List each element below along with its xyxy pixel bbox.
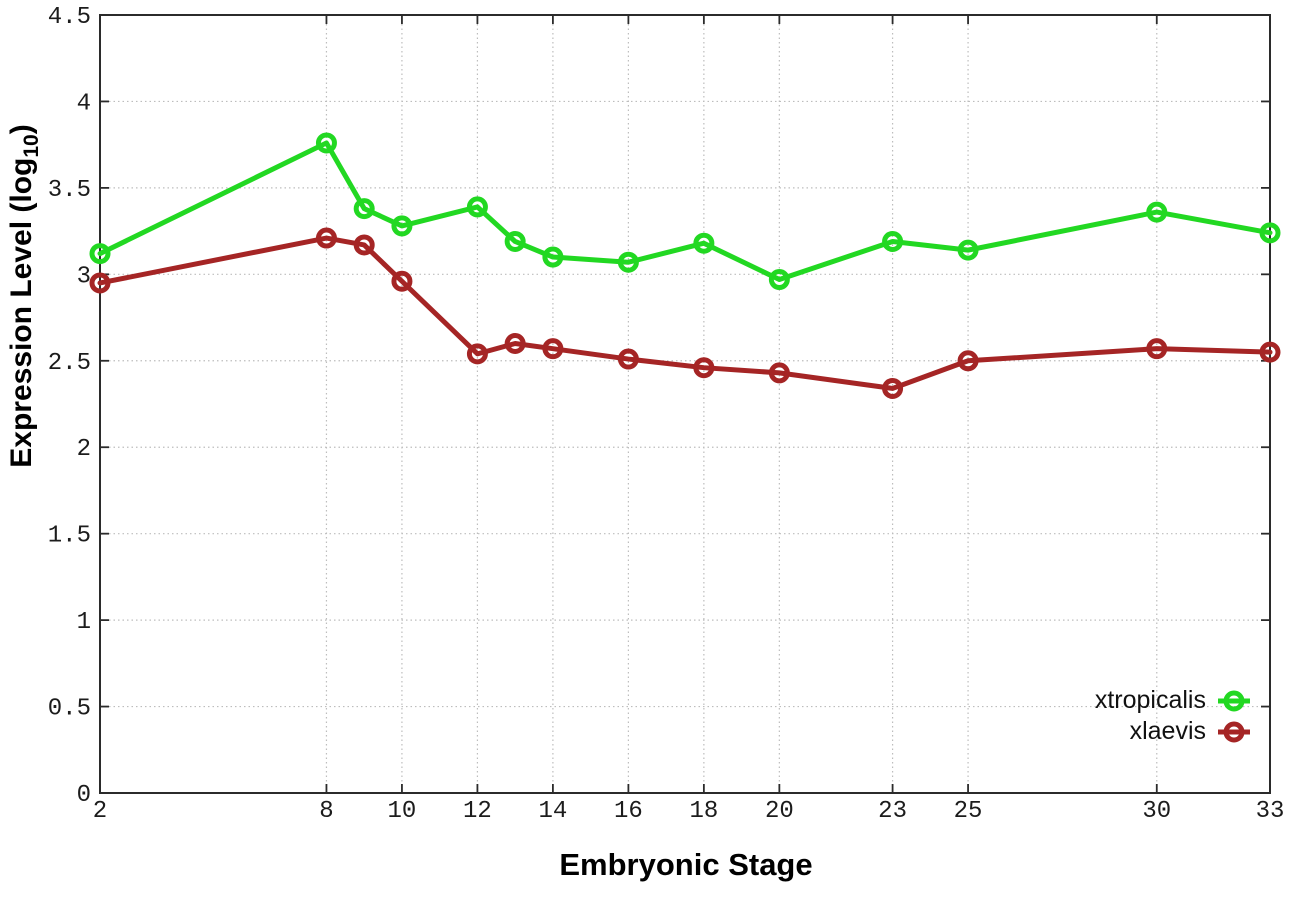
y-tick-label: 3: [77, 263, 91, 290]
data-point-xtropicalis: [353, 198, 375, 220]
x-tick-label: 8: [319, 798, 333, 825]
y-tick-label: 2.5: [48, 350, 91, 377]
data-point-xtropicalis: [693, 232, 715, 254]
series-line-xtropicalis: [97, 140, 1273, 283]
legend-row-xlaevis: xlaevis: [1095, 716, 1253, 747]
legend-label-xtropicalis: xtropicalis: [1094, 686, 1206, 714]
data-point-xtropicalis: [391, 215, 413, 237]
data-point-xlaevis: [1259, 341, 1281, 363]
x-tick-label: 2: [93, 798, 107, 825]
data-point-xtropicalis: [617, 251, 639, 273]
data-point-xtropicalis: [768, 269, 790, 291]
data-point-xlaevis: [315, 227, 337, 249]
data-point-xlaevis: [617, 348, 639, 370]
data-point-xtropicalis: [89, 243, 111, 265]
x-tick-label: 30: [1142, 798, 1171, 825]
data-point-xlaevis: [768, 362, 790, 384]
data-point-xtropicalis: [882, 230, 904, 252]
plot-border: [99, 14, 1271, 794]
x-tick-label: 16: [614, 798, 643, 825]
x-tick-label: 12: [463, 798, 492, 825]
x-tick-label: 33: [1256, 798, 1285, 825]
x-tick-label: 25: [954, 798, 983, 825]
y-axis-title: Expression Level (log10): [5, 0, 49, 596]
legend-marker-xtropicalis-icon: [1218, 690, 1250, 711]
x-tick-label: 14: [538, 798, 567, 825]
data-point-xlaevis: [957, 350, 979, 372]
data-point-xtropicalis: [466, 196, 488, 218]
x-tick-label: 18: [689, 798, 718, 825]
y-tick-label: 2: [77, 436, 91, 463]
y-tick-label: 3.5: [48, 177, 91, 204]
x-tick-label: 20: [765, 798, 794, 825]
legend-marker-xlaevis-icon: [1218, 721, 1250, 742]
series-line-xlaevis: [97, 235, 1273, 391]
y-tick-label: 0: [77, 782, 91, 809]
data-point-xlaevis: [542, 338, 564, 360]
legend-label-xlaevis: xlaevis: [1129, 717, 1206, 745]
y-tick-label: 4: [77, 90, 91, 117]
y-tick-label: 4.5: [48, 4, 91, 31]
y-tick-label: 1: [77, 609, 91, 636]
data-point-xtropicalis: [1259, 222, 1281, 244]
data-point-xlaevis: [391, 270, 413, 292]
data-point-xlaevis: [466, 343, 488, 365]
data-point-xtropicalis: [957, 239, 979, 261]
y-axis-title-text: Expression Level (log: [5, 157, 38, 468]
data-point-xtropicalis: [315, 132, 337, 154]
data-point-xlaevis: [89, 272, 111, 294]
data-point-xlaevis: [504, 332, 526, 354]
data-point-xlaevis: [882, 377, 904, 399]
data-point-xtropicalis: [542, 246, 564, 268]
x-tick-label: 23: [878, 798, 907, 825]
x-axis-title: Embryonic Stage: [559, 847, 813, 882]
data-point-xlaevis: [693, 357, 715, 379]
y-axis-title-close: ): [5, 124, 38, 135]
data-point-xlaevis: [353, 234, 375, 256]
y-tick-label: 1.5: [48, 523, 91, 550]
y-axis-title-subscript: 10: [20, 134, 43, 158]
y-tick-label: 0.5: [48, 696, 91, 723]
data-point-xlaevis: [1146, 338, 1168, 360]
data-point-xtropicalis: [1146, 201, 1168, 223]
legend-row-xtropicalis: xtropicalis: [1095, 685, 1253, 716]
legend: xtropicalis xlaevis: [1095, 685, 1253, 747]
x-tick-label: 10: [388, 798, 417, 825]
data-point-xtropicalis: [504, 230, 526, 252]
